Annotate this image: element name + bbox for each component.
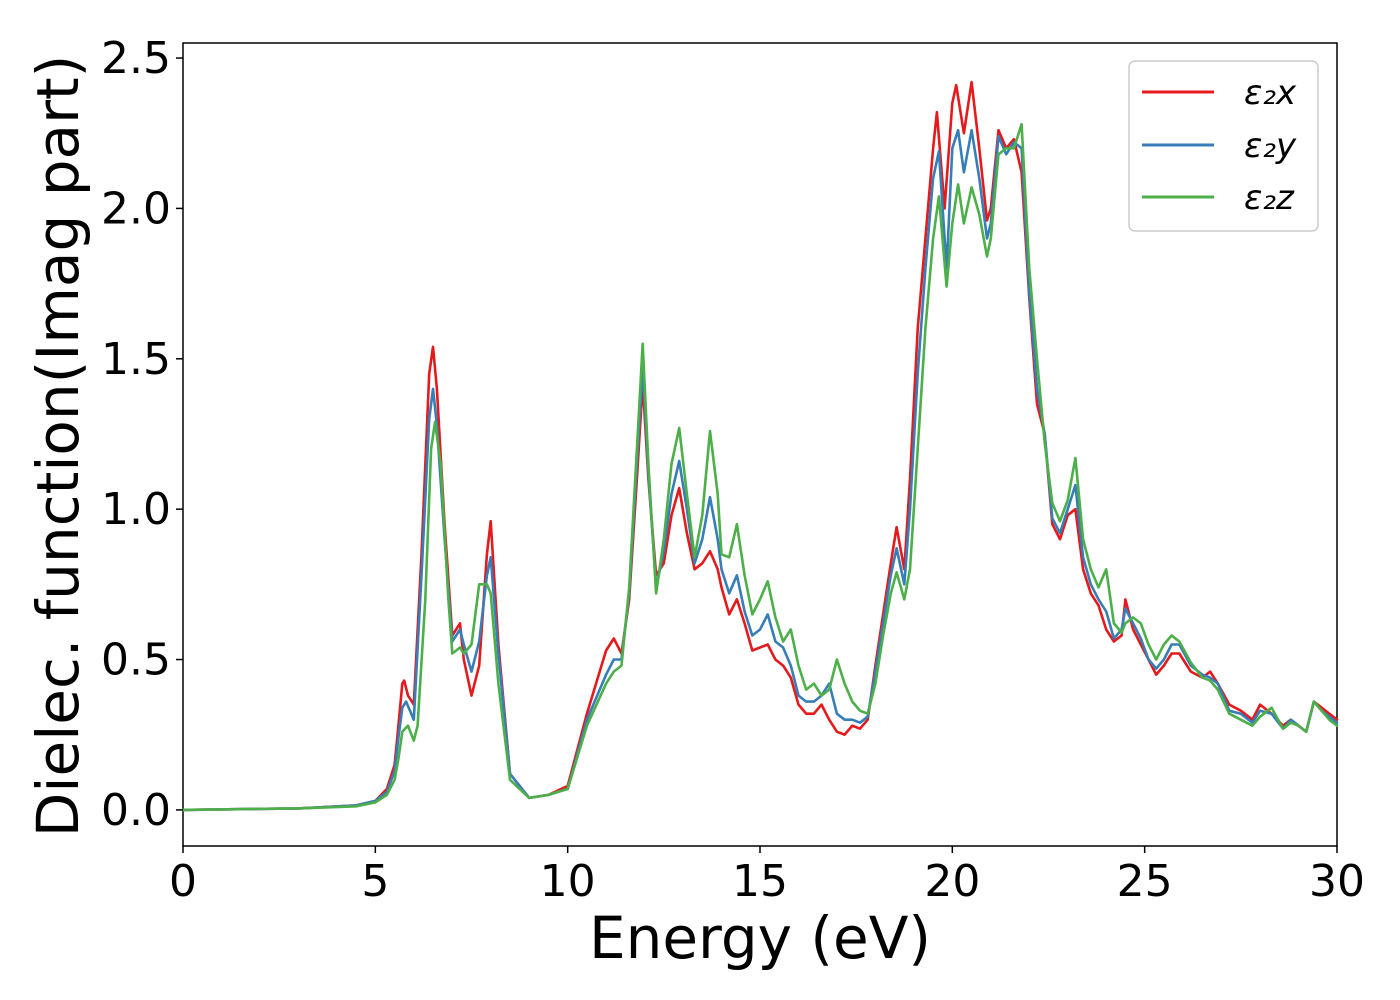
x-axis-title: Energy (eV) xyxy=(589,904,931,972)
series-line-z xyxy=(181,122,1339,812)
legend-label-y: ε₂y xyxy=(1244,126,1297,166)
y-tick-label: 0.5 xyxy=(101,635,171,686)
x-tick-label: 30 xyxy=(1309,856,1365,907)
y-tick-label: 0.0 xyxy=(101,785,171,836)
y-tick-label: 1.0 xyxy=(101,484,171,535)
x-tick-label: 0 xyxy=(169,856,197,907)
x-tick-label: 25 xyxy=(1117,856,1173,907)
x-tick-label: 20 xyxy=(924,856,980,907)
y-axis-ticks: 0.0 0.5 1.0 1.5 2.0 2.5 xyxy=(101,33,183,836)
x-tick-label: 10 xyxy=(540,856,596,907)
series-line-y xyxy=(181,128,1339,812)
series-layer xyxy=(181,80,1339,812)
x-tick-label: 5 xyxy=(361,856,389,907)
y-tick-label: 2.0 xyxy=(101,183,171,234)
legend: ε₂x ε₂y ε₂z xyxy=(1128,60,1319,232)
legend-box xyxy=(1128,60,1319,232)
y-tick-label: 2.5 xyxy=(101,33,171,84)
legend-label-x: ε₂x xyxy=(1244,73,1297,113)
y-tick-label: 1.5 xyxy=(101,334,171,385)
x-axis-ticks: 0 5 10 15 20 25 30 xyxy=(169,846,1365,907)
x-tick-label: 15 xyxy=(732,856,788,907)
y-axis-title: Dielec. function(Imag part) xyxy=(24,55,92,838)
legend-label-z: ε₂z xyxy=(1244,178,1295,218)
